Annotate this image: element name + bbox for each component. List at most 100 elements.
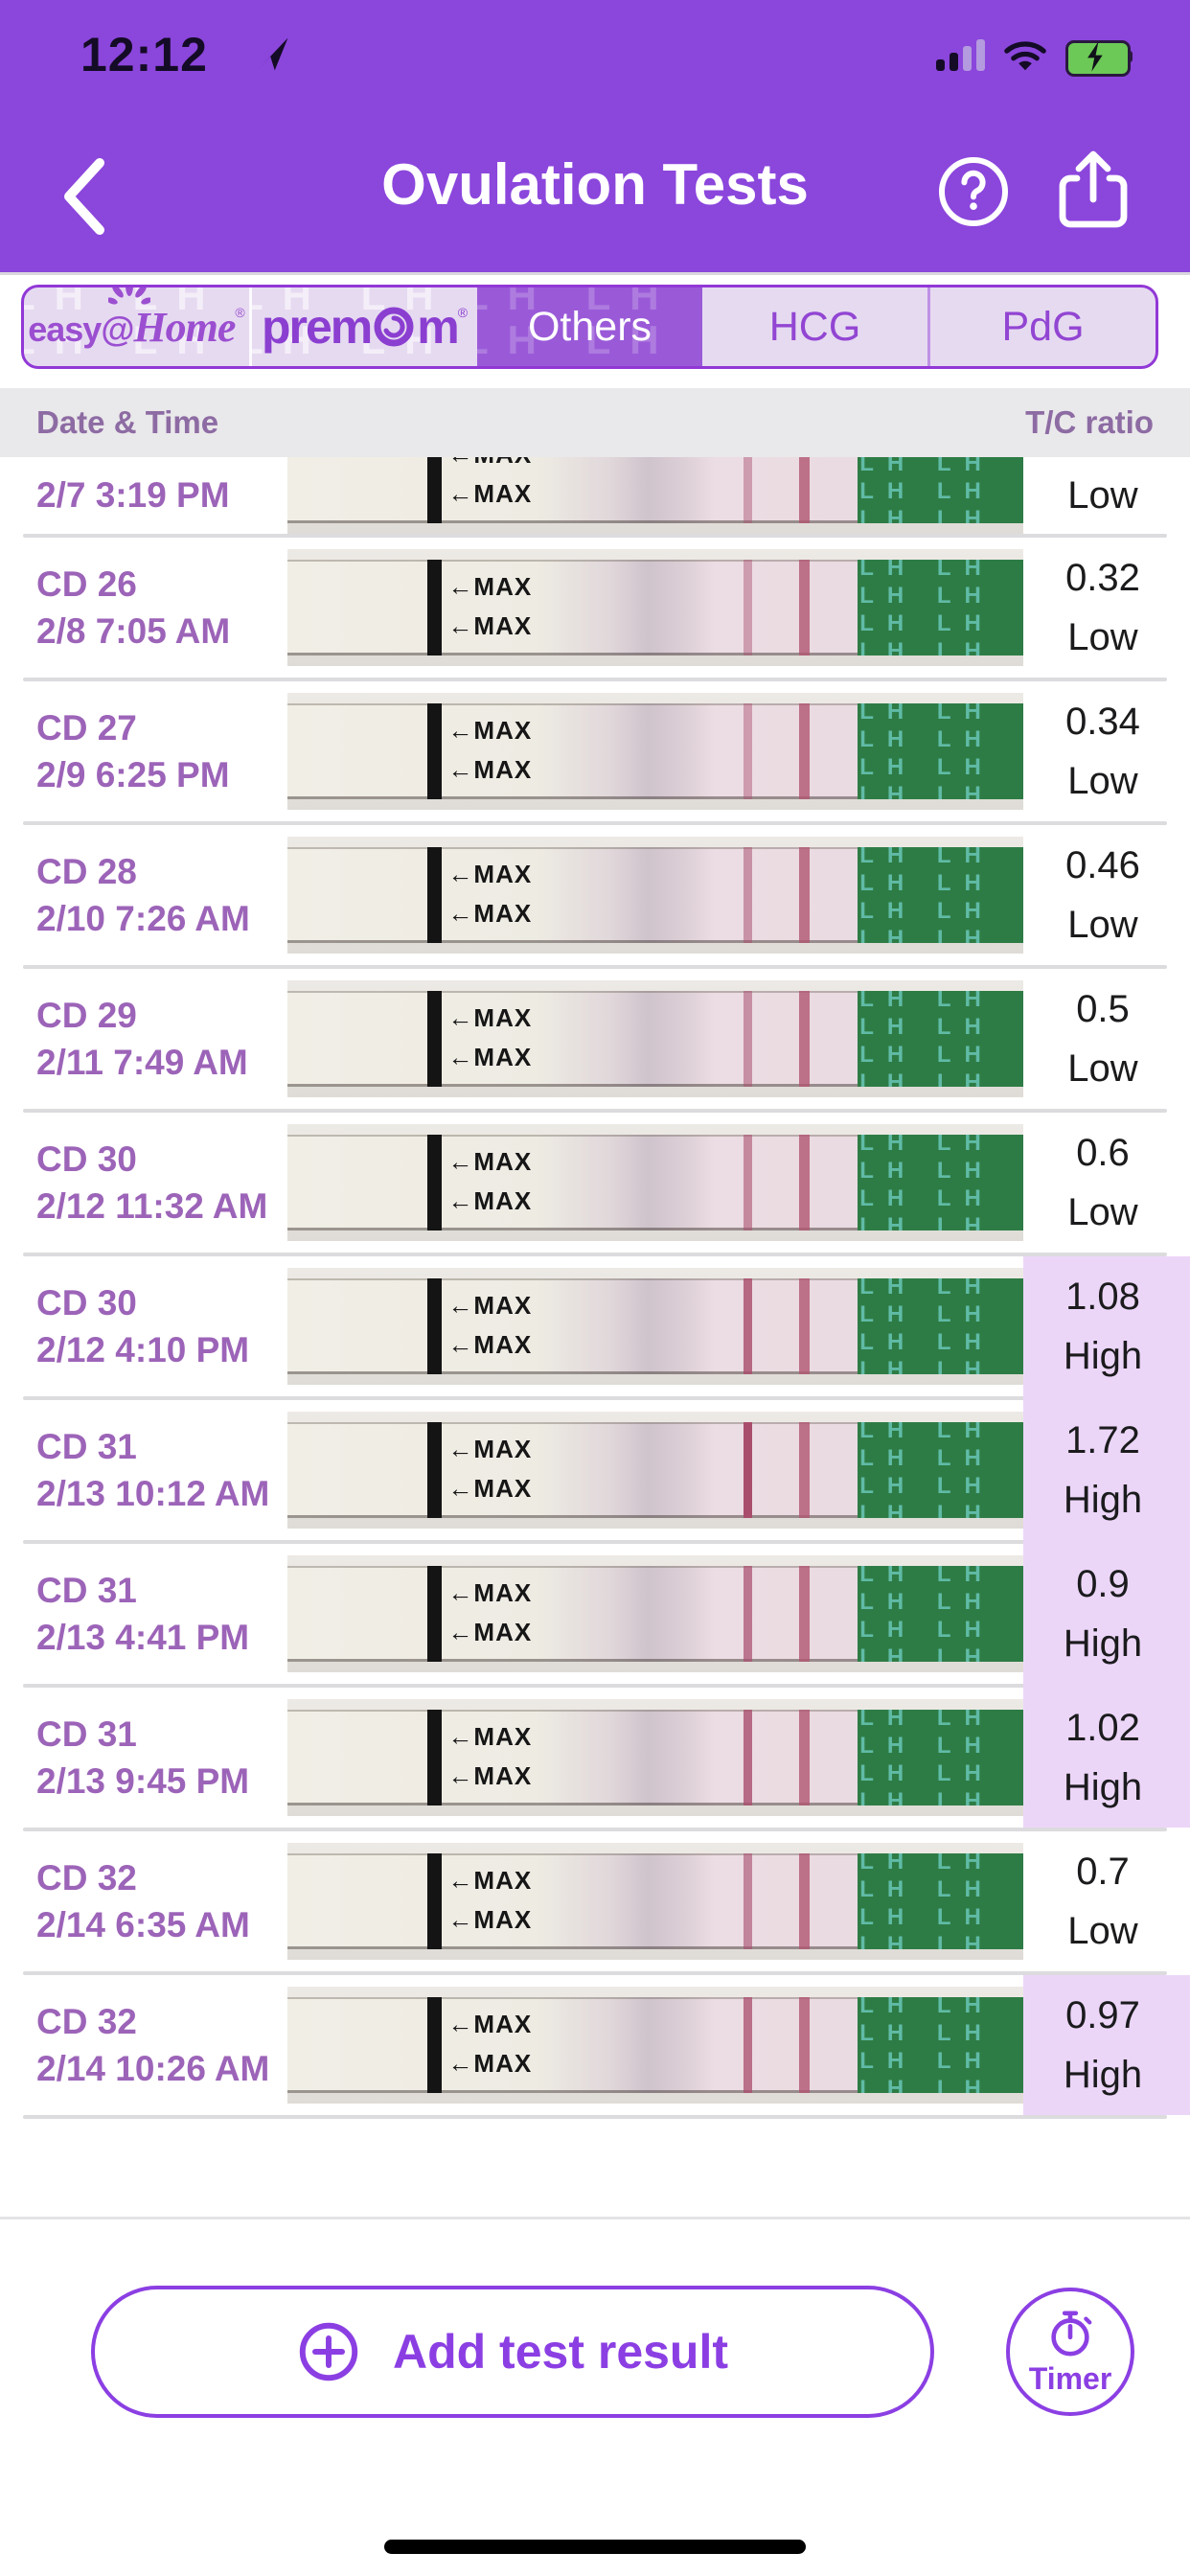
- back-button[interactable]: [50, 153, 117, 240]
- test-list: 2/7 3:19 PM ←MAX ←MAX LH LH LH LH LH LH …: [0, 457, 1190, 2119]
- cycle-day-label: CD 30: [36, 1138, 137, 1179]
- page-title: Ovulation Tests: [381, 152, 809, 217]
- lh-pattern: LH LH LH LH LH LH LH LH LH LH LH LH LH L…: [859, 1278, 995, 1374]
- ratio-value: 0.6: [1076, 1131, 1130, 1174]
- premom-o-icon: [374, 307, 414, 347]
- plus-circle-icon: [299, 2322, 358, 2381]
- max-label: ←MAX: [447, 716, 533, 745]
- test-row[interactable]: CD 31 2/13 9:45 PM ←MAX ←MAX LH LH LH LH…: [0, 1688, 1190, 1828]
- level-label: High: [1063, 1478, 1143, 1521]
- green-handle: LH LH LH LH LH LH LH LH LH LH LH LH LH L…: [858, 1853, 1023, 1949]
- test-strip: ←MAX ←MAX LH LH LH LH LH LH LH LH LH LH …: [287, 1710, 1023, 1806]
- control-line: [798, 991, 810, 1087]
- tab-easy-at-home[interactable]: LH LH LH LH LH LH LH LH LH LH LH LH LH L…: [24, 288, 249, 366]
- lh-pattern: LH LH LH LH LH LH LH LH LH LH LH LH LH L…: [859, 1135, 995, 1230]
- test-strip-photo: ←MAX ←MAX LH LH LH LH LH LH LH LH LH LH …: [287, 457, 1023, 534]
- test-strip: ←MAX ←MAX LH LH LH LH LH LH LH LH LH LH …: [287, 991, 1023, 1087]
- test-row[interactable]: CD 28 2/10 7:26 AM ←MAX ←MAX LH LH LH LH…: [0, 825, 1190, 965]
- max-label: ←MAX: [447, 755, 533, 784]
- row-separator: [0, 1253, 1190, 1256]
- help-button[interactable]: [935, 153, 1012, 230]
- test-line: [744, 1710, 753, 1806]
- level-label: High: [1063, 1334, 1143, 1377]
- max-label: ←MAX: [447, 1905, 533, 1934]
- test-line: [744, 1135, 753, 1230]
- lh-pattern: LH LH LH LH LH LH LH LH LH LH LH LH LH L…: [859, 1422, 995, 1518]
- cycle-day-label: CD 31: [36, 1570, 137, 1610]
- max-line: [426, 1710, 442, 1806]
- ratio-value: 1.08: [1065, 1275, 1140, 1318]
- max-line: [426, 1997, 442, 2093]
- date-cell: CD 28 2/10 7:26 AM: [36, 825, 276, 965]
- test-line: [744, 1997, 753, 2093]
- max-label: ←MAX: [447, 479, 533, 508]
- test-row[interactable]: CD 30 2/12 11:32 AM ←MAX ←MAX LH LH LH L…: [0, 1113, 1190, 1253]
- test-row[interactable]: CD 27 2/9 6:25 PM ←MAX ←MAX LH LH LH LH …: [0, 681, 1190, 821]
- max-label: ←MAX: [447, 1474, 533, 1503]
- max-label: ←MAX: [447, 1186, 533, 1215]
- ratio-value: 1.02: [1065, 1706, 1140, 1749]
- test-strip-photo: ←MAX ←MAX LH LH LH LH LH LH LH LH LH LH …: [287, 1268, 1023, 1385]
- lh-pattern: LH LH LH LH LH LH LH LH LH LH LH LH LH L…: [859, 1997, 995, 2093]
- tab-premom[interactable]: LH LH LH LH LH LH LH LH LH LH LH LH LH L…: [252, 288, 477, 366]
- tab-hcg[interactable]: HCG: [768, 303, 861, 350]
- test-row[interactable]: CD 30 2/12 4:10 PM ←MAX ←MAX LH LH LH LH…: [0, 1256, 1190, 1396]
- timer-button[interactable]: Timer: [1006, 2288, 1134, 2416]
- level-label: Low: [1067, 1190, 1138, 1233]
- ratio-cell: Low: [1023, 457, 1182, 534]
- cycle-day-label: CD 32: [36, 2001, 137, 2041]
- location-arrow-icon: [258, 37, 288, 71]
- lh-pattern: LH LH LH LH LH LH LH LH LH LH LH LH LH L…: [859, 991, 995, 1087]
- max-label: ←MAX: [447, 2049, 533, 2078]
- cycle-day-label: CD 31: [36, 1426, 137, 1466]
- test-row[interactable]: CD 32 2/14 6:35 AM ←MAX ←MAX LH LH LH LH…: [0, 1831, 1190, 1971]
- test-line: [744, 1566, 753, 1662]
- add-test-result-button[interactable]: Add test result: [91, 2286, 934, 2418]
- header-background: [0, 0, 1190, 272]
- test-row[interactable]: CD 32 2/14 10:26 AM ←MAX ←MAX LH LH LH L…: [0, 1975, 1190, 2115]
- cycle-day-label: CD 32: [36, 1857, 137, 1898]
- brand-tabs: LH LH LH LH LH LH LH LH LH LH LH LH LH L…: [21, 285, 1158, 369]
- test-line: [744, 703, 753, 799]
- green-handle: LH LH LH LH LH LH LH LH LH LH LH LH LH L…: [858, 1278, 1023, 1374]
- table-header: Date & Time T/C ratio: [0, 388, 1190, 457]
- date-cell: CD 32 2/14 10:26 AM: [36, 1975, 276, 2115]
- ratio-cell: 1.02 High: [1023, 1688, 1182, 1828]
- green-handle: LH LH LH LH LH LH LH LH LH LH LH LH LH L…: [858, 991, 1023, 1087]
- datetime-label: 2/13 9:45 PM: [36, 1760, 250, 1801]
- add-test-result-label: Add test result: [392, 2325, 729, 2379]
- control-line: [798, 1278, 810, 1374]
- tab-pdg[interactable]: PdG: [1001, 303, 1085, 350]
- max-line: [426, 560, 442, 656]
- control-line: [798, 457, 810, 523]
- max-label: ←MAX: [447, 1435, 533, 1463]
- cycle-day-label: CD 28: [36, 851, 137, 891]
- test-strip-photo: ←MAX ←MAX LH LH LH LH LH LH LH LH LH LH …: [287, 1124, 1023, 1241]
- test-row[interactable]: CD 31 2/13 4:41 PM ←MAX ←MAX LH LH LH LH…: [0, 1544, 1190, 1684]
- ratio-value: 0.7: [1076, 1850, 1130, 1893]
- test-row[interactable]: 2/7 3:19 PM ←MAX ←MAX LH LH LH LH LH LH …: [0, 457, 1190, 534]
- lh-pattern: LH LH LH LH LH LH LH LH LH LH LH LH LH L…: [859, 560, 995, 656]
- test-row[interactable]: CD 26 2/8 7:05 AM ←MAX ←MAX LH LH LH LH …: [0, 538, 1190, 678]
- datetime-label: 2/12 4:10 PM: [36, 1329, 250, 1369]
- test-strip-photo: ←MAX ←MAX LH LH LH LH LH LH LH LH LH LH …: [287, 980, 1023, 1097]
- datetime-label: 2/12 11:32 AM: [36, 1185, 268, 1226]
- max-line: [426, 991, 442, 1087]
- test-strip-photo: ←MAX ←MAX LH LH LH LH LH LH LH LH LH LH …: [287, 837, 1023, 954]
- footer-divider: [0, 2217, 1190, 2220]
- datetime-label: 2/8 7:05 AM: [36, 610, 231, 651]
- lh-pattern: LH LH LH LH LH LH LH LH LH LH LH LH LH L…: [859, 703, 995, 799]
- cycle-day-label: CD 29: [36, 995, 137, 1035]
- control-line: [798, 1853, 810, 1949]
- test-row[interactable]: CD 29 2/11 7:49 AM ←MAX ←MAX LH LH LH LH…: [0, 969, 1190, 1109]
- date-cell: CD 31 2/13 4:41 PM: [36, 1544, 276, 1684]
- home-indicator[interactable]: [384, 2540, 806, 2554]
- row-separator: [0, 1684, 1190, 1688]
- tab-others[interactable]: LH LH LH LH LH LH LH LH LH LH LH LH LH L…: [477, 288, 702, 366]
- date-cell: CD 30 2/12 11:32 AM: [36, 1113, 276, 1253]
- cycle-day-label: CD 27: [36, 707, 137, 748]
- test-row[interactable]: CD 31 2/13 10:12 AM ←MAX ←MAX LH LH LH L…: [0, 1400, 1190, 1540]
- max-line: [426, 1278, 442, 1374]
- share-button[interactable]: [1052, 148, 1134, 236]
